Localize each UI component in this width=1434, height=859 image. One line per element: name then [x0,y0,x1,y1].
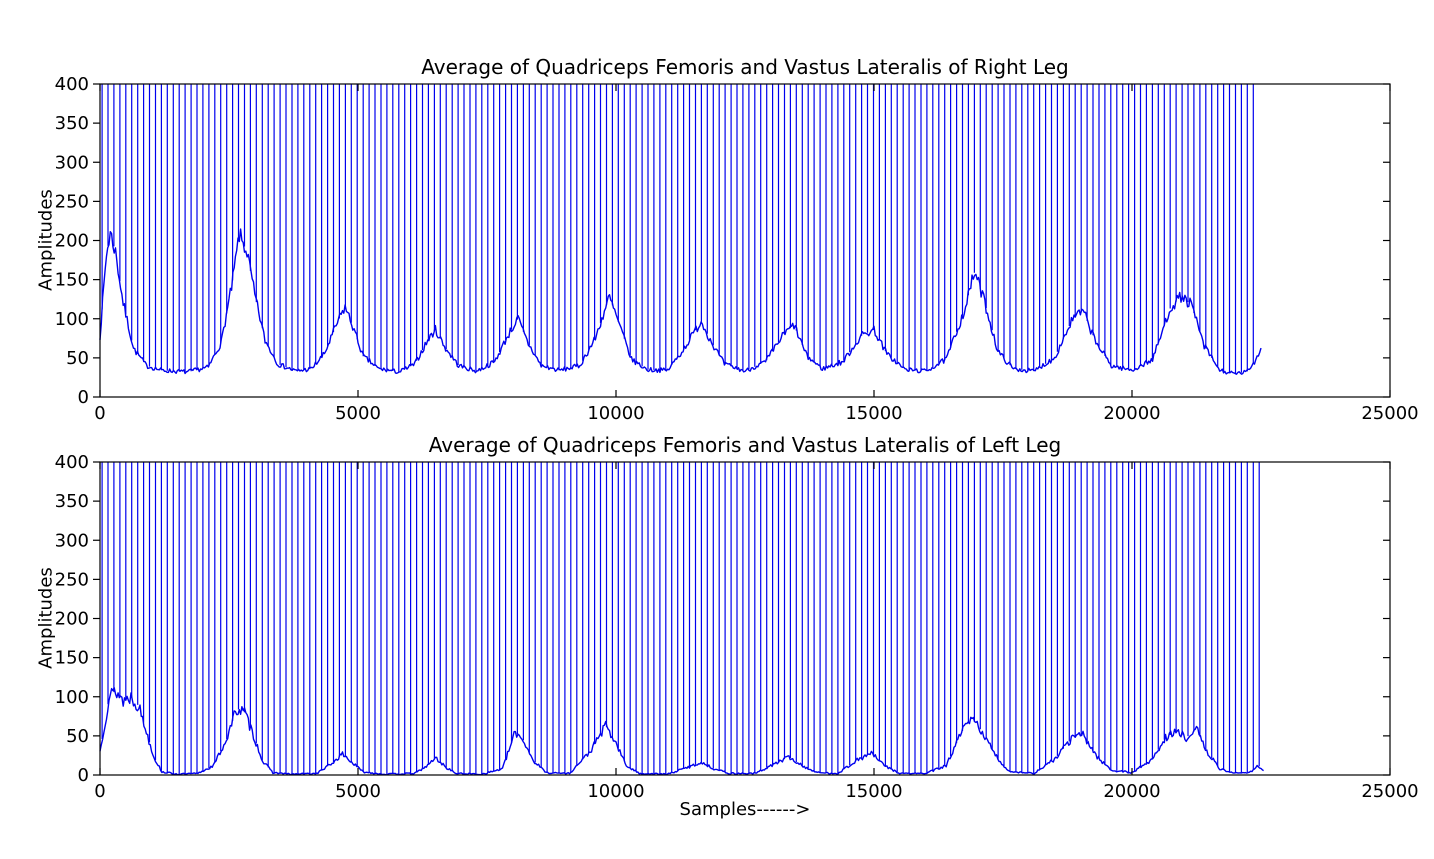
y-tick-label: 100 [55,309,89,330]
spike-train [101,462,1260,775]
y-tick-label: 150 [55,648,89,669]
y-tick-label: 50 [66,726,89,747]
y-tick-label: 250 [55,191,89,212]
x-tick-label: 0 [94,403,105,424]
bottom-chart-title: Average of Quadriceps Femoris and Vastus… [428,433,1062,457]
x-tick-label: 25000 [1361,781,1418,802]
top-y-axis-label: Amplitudes [35,189,57,291]
x-axis-label: Samples------> [679,799,811,820]
y-tick-label: 0 [78,387,89,408]
y-tick-label: 200 [55,231,89,252]
x-tick-label: 0 [94,781,105,802]
bottom-y-axis-label: Amplitudes [35,567,57,669]
spike-train [101,84,1254,375]
axes-frame [99,83,1391,398]
y-tick-label: 400 [55,452,89,473]
top-chart-title: Average of Quadriceps Femoris and Vastus… [421,55,1069,79]
y-tick-label: 100 [55,687,89,708]
y-tick-label: 350 [55,491,89,512]
x-tick-label: 25000 [1361,403,1418,424]
envelope-line [99,686,1264,776]
y-tick-label: 50 [66,348,89,369]
x-tick-label: 10000 [587,781,644,802]
envelope-line [99,228,1262,375]
x-tick-label: 5000 [335,403,381,424]
y-tick-label: 250 [55,569,89,590]
x-tick-label: 5000 [335,781,381,802]
x-tick-label: 15000 [845,403,902,424]
y-tick-label: 150 [55,270,89,291]
y-tick-label: 200 [55,609,89,630]
bottom-plot: 0 5000 10000 15000 20000 25000 0 50 100 150 200 250… [55,452,1419,802]
y-tick-label: 300 [55,152,89,173]
x-tick-label: 20000 [1103,403,1160,424]
y-tick-label: 400 [55,74,89,95]
y-tick-label: 0 [78,765,89,786]
x-tick-label: 10000 [587,403,644,424]
x-tick-label: 20000 [1103,781,1160,802]
x-tick-label: 15000 [845,781,902,802]
y-tick-label: 300 [55,530,89,551]
y-tick-label: 350 [55,113,89,134]
top-plot: 0 5000 10000 15000 20000 25000 0 50 100 150 200 250… [55,74,1419,424]
